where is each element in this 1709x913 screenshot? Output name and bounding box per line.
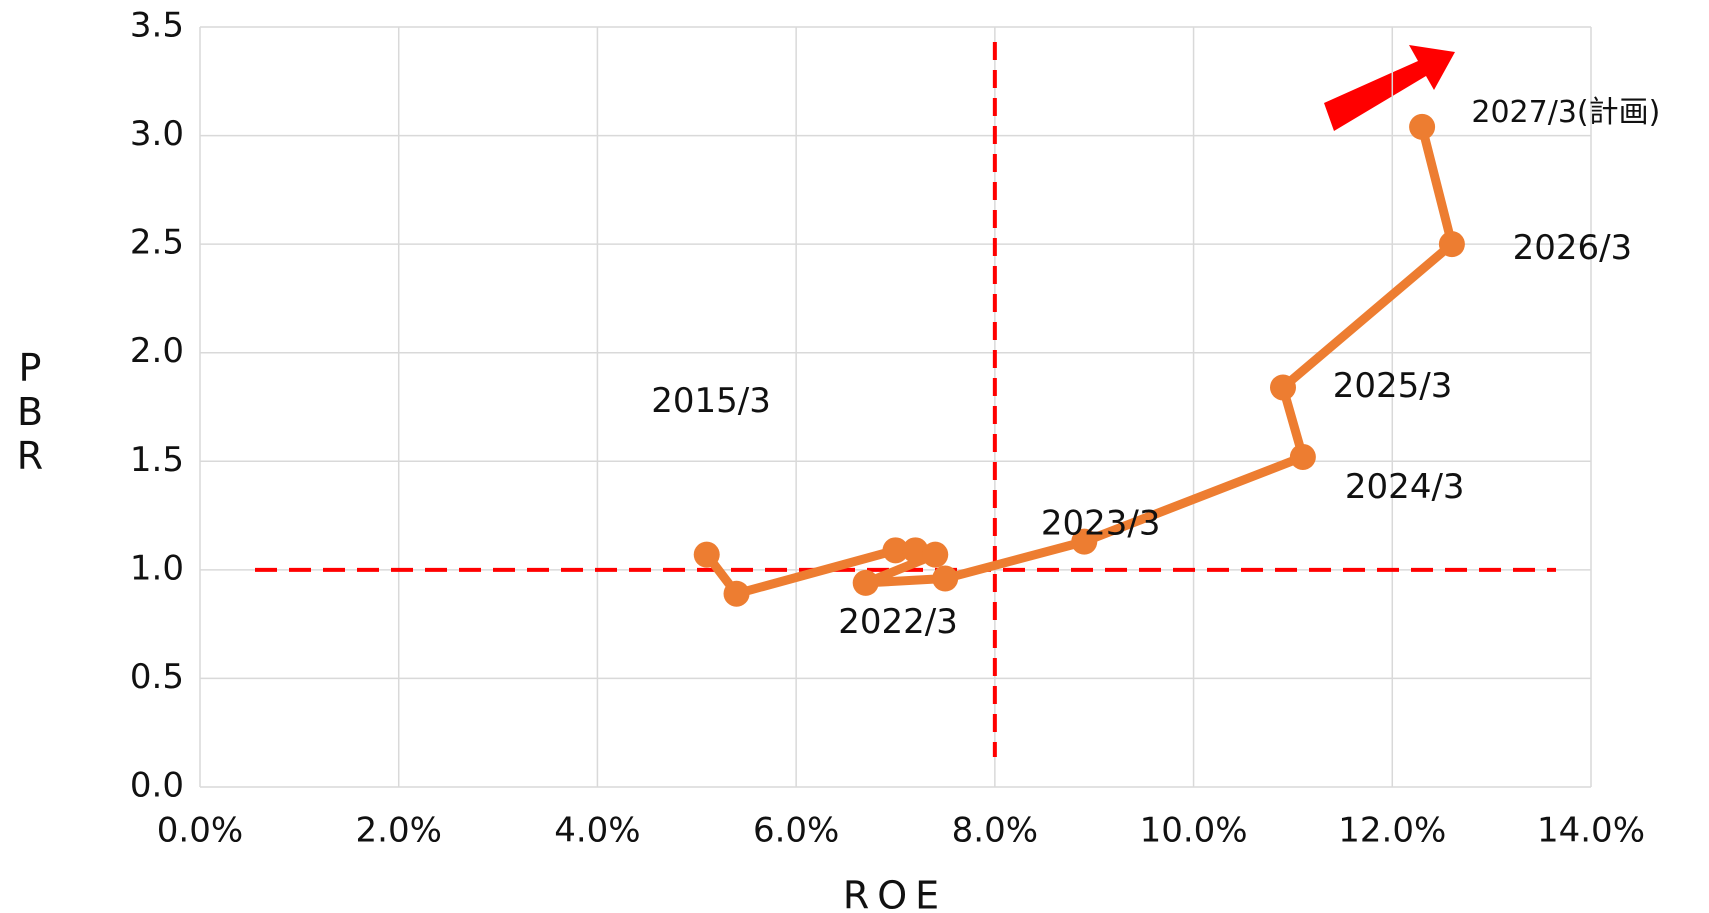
x-axis-label: ROE: [843, 874, 947, 913]
x-tick-label: 8.0%: [952, 811, 1038, 851]
y-tick-label: 2.0: [130, 331, 184, 371]
x-tick-label: 14.0%: [1537, 811, 1645, 851]
y-tick-label: 3.5: [130, 6, 184, 46]
point-label: 2023/3: [1041, 504, 1161, 544]
data-point: [693, 541, 720, 568]
point-label: 2026/3: [1513, 228, 1633, 268]
data-point: [1289, 443, 1316, 470]
x-tick-label: 10.0%: [1140, 811, 1248, 851]
x-tick-label: 12.0%: [1338, 811, 1446, 851]
y-tick-label: 0.0: [130, 766, 184, 806]
trend-arrow: [1324, 45, 1455, 131]
point-label: 2015/3: [651, 381, 771, 421]
x-tick-label: 6.0%: [753, 811, 839, 851]
point-label: 2025/3: [1333, 366, 1453, 406]
x-tick-label: 0.0%: [157, 811, 243, 851]
data-point: [1071, 528, 1098, 555]
point-label: 2022/3: [838, 602, 958, 642]
y-tick-label: 1.5: [130, 440, 184, 480]
y-tick-label: 2.5: [130, 223, 184, 263]
x-tick-label: 2.0%: [356, 811, 442, 851]
y-axis-label: PBR: [8, 346, 52, 478]
data-point: [882, 537, 909, 564]
data-point: [723, 580, 750, 607]
point-label: 2027/3(計画): [1471, 95, 1660, 130]
y-tick-label: 1.0: [130, 548, 184, 588]
data-point: [1438, 231, 1465, 258]
data-point: [922, 541, 949, 568]
y-tick-label: 3.0: [130, 114, 184, 154]
data-point: [932, 565, 959, 592]
x-tick-label: 4.0%: [554, 811, 640, 851]
series-line: [703, 125, 1457, 599]
data-point: [1409, 113, 1436, 140]
data-point: [1269, 374, 1296, 401]
data-point: [852, 569, 879, 596]
y-tick-label: 0.5: [130, 657, 184, 697]
data-point: [902, 537, 929, 564]
point-label: 2024/3: [1345, 467, 1465, 507]
